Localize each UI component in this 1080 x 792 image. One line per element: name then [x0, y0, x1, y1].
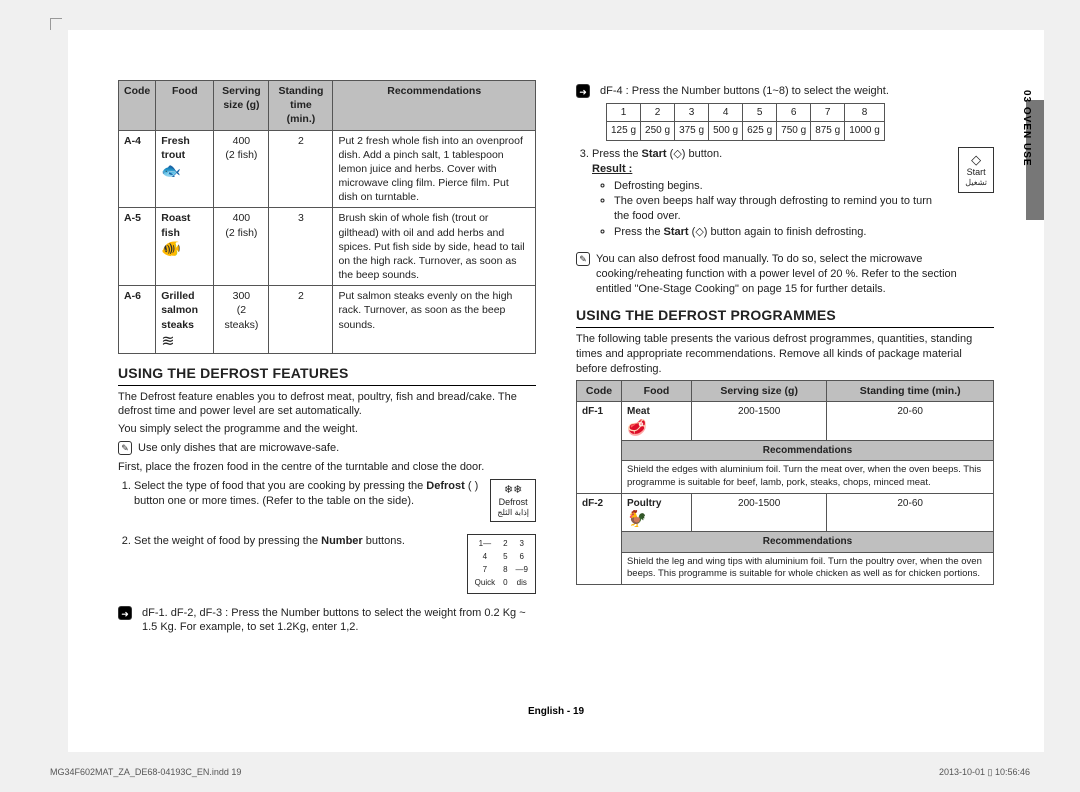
footer-right: 2013-10-01 ▯ 10:56:46 [939, 767, 1030, 778]
defrost-label-ar: إذابة الثلج [497, 508, 529, 518]
defrost-button-badge: ❄❄ Defrost إذابة الثلج [490, 479, 536, 523]
step2-text-a: Set the weight of food by pressing the [134, 535, 321, 547]
crop-mark [50, 18, 62, 30]
note-manual: ✎ You can also defrost food manually. To… [576, 252, 994, 297]
start-button-badge: ◇ Start تشغيل [958, 147, 994, 193]
step3-text-a: Press the [592, 148, 642, 160]
note-manual-text: You can also defrost food manually. To d… [596, 252, 994, 297]
side-label: 03 OVEN USE [1021, 90, 1032, 167]
step1-bold: Defrost [426, 480, 465, 492]
defrost-steps: ❄❄ Defrost إذابة الثلج Select the type o… [118, 479, 536, 598]
df-note-2-text: dF-4 : Press the Number buttons (1~8) to… [600, 84, 889, 99]
step3-bold: Start [642, 148, 667, 160]
defrost-intro-3: First, place the frozen food in the cent… [118, 460, 536, 475]
arrow-icon: ➜ [118, 606, 132, 620]
step2-bold: Number [321, 535, 363, 547]
left-column: CodeFoodServing size (g)Standing time (m… [118, 80, 536, 700]
prog-intro: The following table presents the various… [576, 332, 994, 377]
page-number: English - 19 [118, 706, 994, 717]
step1-text-a: Select the type of food that you are coo… [134, 480, 426, 492]
footer: MG34F602MAT_ZA_DE68-04193C_EN.indd 19 20… [50, 767, 1030, 778]
note-icon: ✎ [576, 252, 590, 266]
defrost-programmes-table: CodeFoodServing size (g)Standing time (m… [576, 380, 994, 585]
start-label-ar: تشغيل [965, 178, 987, 188]
number-keypad: 1—2345678—9Quick0dis [467, 534, 536, 593]
page: 03 OVEN USE CodeFoodServing size (g)Stan… [68, 30, 1044, 752]
df-note-1: ➜ dF-1. dF-2, dF-3 : Press the Number bu… [118, 606, 536, 636]
footer-left: MG34F602MAT_ZA_DE68-04193C_EN.indd 19 [50, 767, 241, 778]
start-diamond-icon: ◇ [965, 152, 987, 168]
defrost-intro-1: The Defrost feature enables you to defro… [118, 390, 536, 420]
step-1: ❄❄ Defrost إذابة الثلج Select the type o… [134, 479, 536, 527]
note-icon: ✎ [118, 441, 132, 455]
result-label: Result : [592, 163, 632, 175]
heading-defrost-features: USING THE DEFROST FEATURES [118, 364, 536, 386]
result-list: Defrosting begins.The oven beeps half wa… [592, 179, 994, 240]
step-2: 1—2345678—9Quick0dis Set the weight of f… [134, 534, 536, 597]
step-3: Press the Start (◇) button. Result : Def… [592, 147, 994, 240]
df-note-1-text: dF-1. dF-2, dF-3 : Press the Number butt… [142, 606, 536, 636]
step2-text-b: buttons. [363, 535, 405, 547]
start-label: Start [965, 167, 987, 178]
cooking-table: CodeFoodServing size (g)Standing time (m… [118, 80, 536, 354]
df-note-2: ➜ dF-4 : Press the Number buttons (1~8) … [576, 84, 994, 99]
right-column: ➜ dF-4 : Press the Number buttons (1~8) … [576, 80, 994, 700]
arrow-icon: ➜ [576, 84, 590, 98]
heading-defrost-programmes: USING THE DEFROST PROGRAMMES [576, 306, 994, 328]
columns: CodeFoodServing size (g)Standing time (m… [118, 80, 994, 700]
defrost-steps-cont: Press the Start (◇) button. Result : Def… [576, 147, 994, 240]
defrost-label: Defrost [497, 497, 529, 508]
defrost-intro-2: You simply select the programme and the … [118, 422, 536, 437]
weight-table: 12345678125 g250 g375 g500 g625 g750 g87… [606, 103, 885, 141]
snowflake-icon: ❄❄ [497, 484, 529, 497]
note-dishes-text: Use only dishes that are microwave-safe. [138, 441, 339, 456]
note-dishes: ✎ Use only dishes that are microwave-saf… [118, 441, 536, 456]
step3-text-b: (◇) button. [667, 148, 723, 160]
